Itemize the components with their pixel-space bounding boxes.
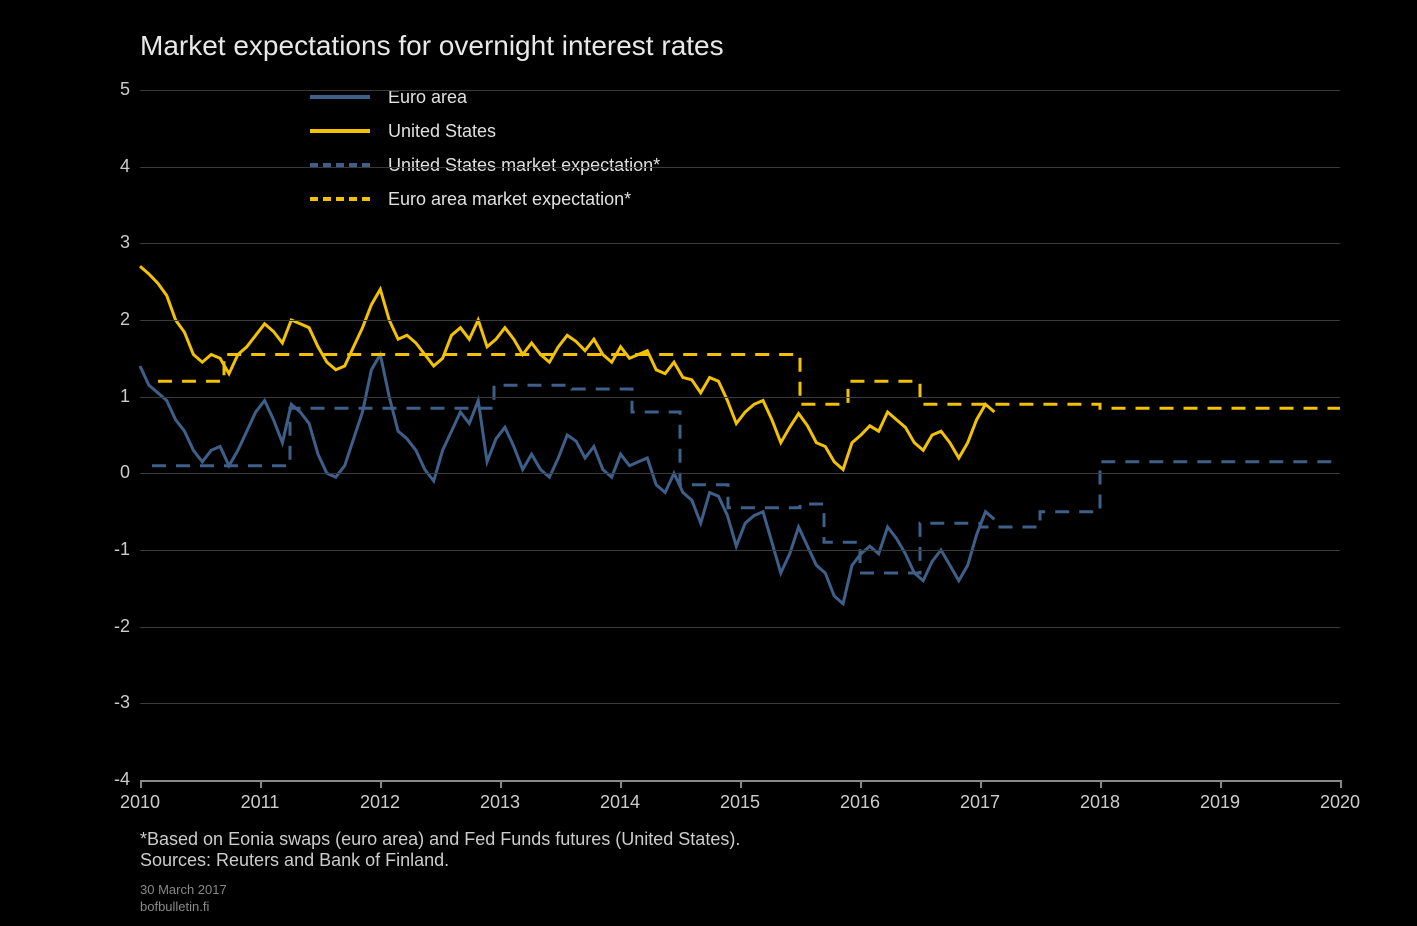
x-axis-tick-label: 2018 (1080, 792, 1120, 813)
y-axis-tick-label: 2 (80, 309, 130, 330)
chart-container: Market expectations for overnight intere… (0, 0, 1417, 926)
x-axis-tick-label: 2014 (600, 792, 640, 813)
x-axis-tick-label: 2011 (241, 792, 280, 813)
x-axis-tick (620, 780, 622, 788)
y-axis-tick-label: 3 (80, 232, 130, 253)
y-axis-tick-label: -2 (80, 616, 130, 637)
plot-area: -4-3-2-101234520102011201220132014201520… (140, 90, 1340, 780)
x-axis-tick (140, 780, 142, 788)
chart-title: Market expectations for overnight intere… (140, 30, 724, 62)
stamp-date: 30 March 2017 (140, 882, 227, 899)
series-line (158, 355, 1340, 409)
x-axis-tick (980, 780, 982, 788)
y-axis-tick-label: -1 (80, 539, 130, 560)
y-axis-tick-label: 5 (80, 79, 130, 100)
gridline (140, 473, 1340, 474)
gridline (140, 627, 1340, 628)
x-axis-tick (1220, 780, 1222, 788)
y-axis-tick-label: -4 (80, 769, 130, 790)
y-axis-tick-label: 0 (80, 462, 130, 483)
x-axis-tick (1100, 780, 1102, 788)
chart-stamp: 30 March 2017 bofbulletin.fi (140, 882, 227, 916)
y-axis-tick-label: 4 (80, 156, 130, 177)
x-axis-tick (1340, 780, 1342, 788)
x-axis-tick (500, 780, 502, 788)
gridline (140, 167, 1340, 168)
x-axis-tick-label: 2010 (120, 792, 160, 813)
x-axis-tick-label: 2012 (360, 792, 400, 813)
gridline (140, 550, 1340, 551)
gridline (140, 397, 1340, 398)
gridline (140, 703, 1340, 704)
gridline (140, 90, 1340, 91)
stamp-site: bofbulletin.fi (140, 899, 227, 916)
x-axis-tick (260, 780, 262, 788)
x-axis-tick-label: 2019 (1200, 792, 1240, 813)
x-axis-tick (380, 780, 382, 788)
y-axis-tick-label: -3 (80, 692, 130, 713)
footnote-line: *Based on Eonia swaps (euro area) and Fe… (140, 829, 740, 850)
x-axis-tick (740, 780, 742, 788)
y-axis-tick-label: 1 (80, 386, 130, 407)
x-axis-tick-label: 2015 (720, 792, 760, 813)
x-axis-tick-label: 2016 (840, 792, 880, 813)
sources-line: Sources: Reuters and Bank of Finland. (140, 850, 740, 871)
gridline (140, 320, 1340, 321)
x-axis-tick-label: 2020 (1320, 792, 1360, 813)
x-axis-tick (860, 780, 862, 788)
series-line (140, 355, 994, 604)
chart-footnote: *Based on Eonia swaps (euro area) and Fe… (140, 829, 740, 871)
x-axis-tick-label: 2013 (480, 792, 520, 813)
x-axis-tick-label: 2017 (960, 792, 1000, 813)
gridline (140, 243, 1340, 244)
chart-svg (140, 90, 1340, 780)
